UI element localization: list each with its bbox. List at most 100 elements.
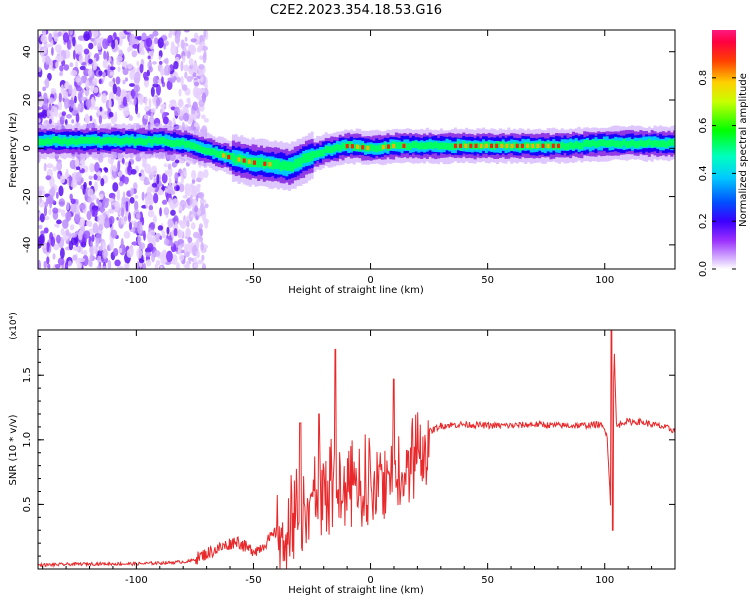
noise-blob	[189, 194, 193, 205]
noise-blob	[60, 84, 65, 94]
ridge-cell	[630, 139, 634, 147]
noise-blob	[38, 106, 42, 111]
noise-blob	[193, 81, 200, 87]
noise-blob	[69, 30, 74, 36]
ridge-core	[237, 157, 241, 162]
ridge-cell	[82, 136, 86, 144]
noise-blob	[63, 64, 70, 71]
noise-blob	[134, 200, 139, 212]
noise-blob	[52, 166, 58, 172]
noise-blob	[40, 230, 46, 235]
ridge-cell	[111, 137, 115, 145]
colorbar: 0.0 0.2 0.4 0.6 0.8 Normalized spectral ampl…	[698, 30, 749, 277]
noise-blob	[162, 116, 169, 125]
noise-blob	[158, 55, 162, 60]
noise-blob	[192, 231, 200, 239]
ridge-core	[474, 143, 478, 149]
noise-blob	[180, 75, 184, 87]
noise-blob	[58, 198, 66, 207]
noise-blob	[79, 65, 86, 71]
noise-blob	[117, 265, 124, 269]
colorbar-tick-label: 0.8	[698, 70, 709, 86]
ridge-cell	[408, 142, 412, 150]
noise-blob	[164, 187, 168, 193]
noise-blob	[182, 55, 186, 63]
noise-blob	[99, 205, 105, 214]
spectrogram-ridge	[38, 122, 675, 191]
noise-blob	[129, 197, 135, 204]
ridge-cell	[240, 154, 244, 165]
y-tick-label: 40	[22, 45, 33, 58]
ridge-cell	[116, 137, 120, 145]
ridge-cell	[383, 142, 387, 149]
ridge-cell	[456, 141, 460, 148]
x-tick-label: 100	[595, 575, 614, 586]
ridge-cell	[113, 136, 117, 144]
noise-blob	[112, 164, 117, 172]
ridge-cell	[200, 146, 204, 154]
ridge-cell	[451, 143, 455, 150]
noise-blob	[44, 43, 47, 54]
ridge-cell	[442, 142, 446, 150]
ridge-cell	[234, 155, 238, 165]
noise-blob	[180, 60, 184, 72]
noise-blob	[173, 60, 179, 70]
noise-blob	[78, 257, 86, 263]
noise-blob	[55, 44, 62, 53]
noise-blob	[62, 219, 69, 229]
ridge-core	[500, 143, 504, 149]
ridge-cell	[518, 143, 522, 151]
noise-blob	[56, 55, 64, 63]
noise-blob	[190, 38, 197, 43]
noise-blob	[201, 114, 206, 120]
noise-blob	[138, 43, 144, 56]
noise-blob	[166, 184, 174, 195]
ridge-cell	[428, 141, 432, 149]
noise-blob	[199, 55, 203, 60]
ridge-cell	[639, 139, 643, 147]
noise-blob	[116, 55, 123, 63]
noise-blob	[89, 253, 93, 264]
ridge-cell	[602, 139, 606, 147]
noise-blob	[95, 37, 102, 44]
noise-blob	[92, 208, 98, 218]
noise-blob	[96, 42, 102, 51]
noise-blob	[117, 170, 123, 177]
ridge-cell	[397, 142, 401, 149]
noise-blob	[148, 204, 154, 211]
noise-blob	[44, 77, 50, 89]
noise-blob	[112, 182, 119, 192]
noise-blob	[105, 197, 109, 203]
noise-blob	[186, 75, 193, 83]
ridge-cell	[493, 142, 497, 150]
ridge-cell	[198, 145, 202, 152]
noise-blob	[187, 257, 193, 262]
noise-blob	[64, 82, 69, 90]
ridge-cell	[417, 142, 421, 150]
ridge-cell	[91, 136, 95, 144]
noise-blob	[161, 76, 164, 85]
ridge-cell	[150, 139, 154, 146]
ridge-core	[489, 143, 493, 149]
noise-blob	[197, 259, 204, 265]
noise-blob	[39, 233, 45, 245]
ridge-cell	[616, 140, 620, 148]
noise-blob	[198, 223, 203, 229]
noise-blob	[136, 112, 141, 118]
noise-blob	[148, 97, 152, 109]
ridge-cell	[156, 137, 160, 145]
noise-blob	[132, 39, 140, 45]
ridge-cell	[594, 141, 598, 148]
ridge-cell	[290, 162, 294, 172]
noise-blob	[181, 84, 188, 92]
ridge-cell	[636, 141, 640, 148]
noise-blob	[83, 48, 90, 55]
noise-blob	[203, 118, 209, 123]
ridge-cell	[605, 140, 609, 148]
ridge-cell	[99, 138, 103, 146]
noise-blob	[88, 42, 94, 50]
ridge-cell	[85, 136, 89, 144]
noise-blob	[150, 112, 154, 119]
noise-blob	[147, 55, 151, 60]
noise-blob	[114, 111, 118, 123]
